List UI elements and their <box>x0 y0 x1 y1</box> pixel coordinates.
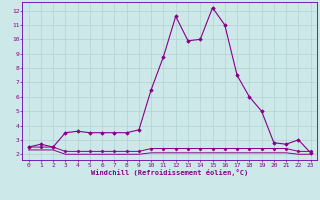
X-axis label: Windchill (Refroidissement éolien,°C): Windchill (Refroidissement éolien,°C) <box>91 169 248 176</box>
